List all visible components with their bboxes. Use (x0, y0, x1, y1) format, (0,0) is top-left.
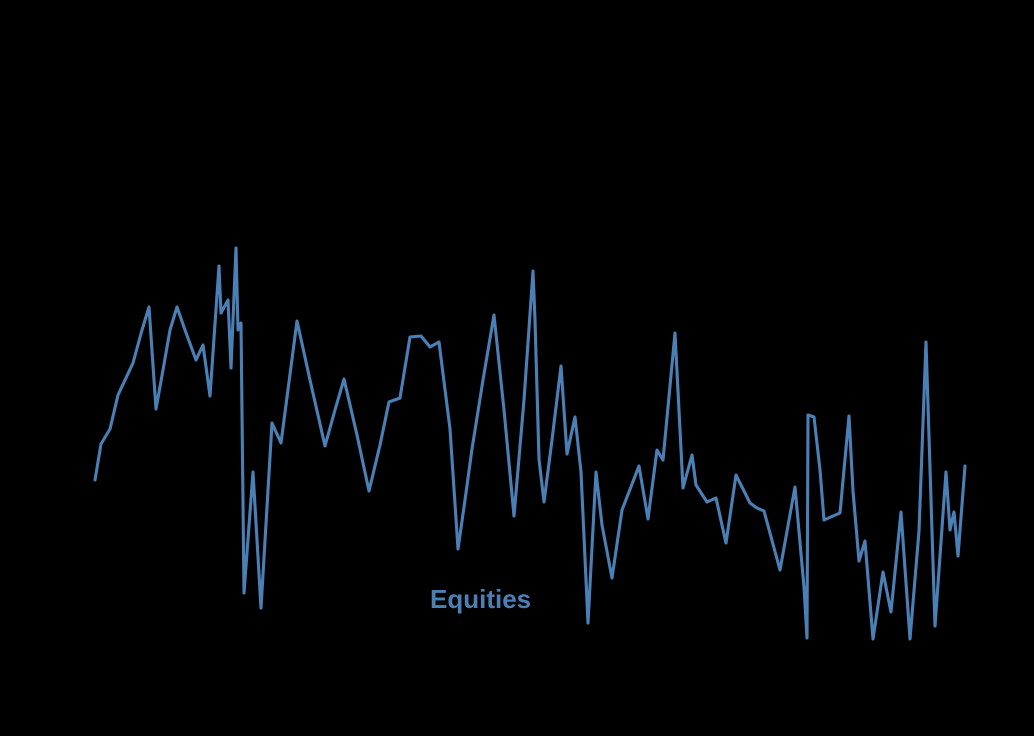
svg-text:Equities: Equities (430, 584, 531, 614)
